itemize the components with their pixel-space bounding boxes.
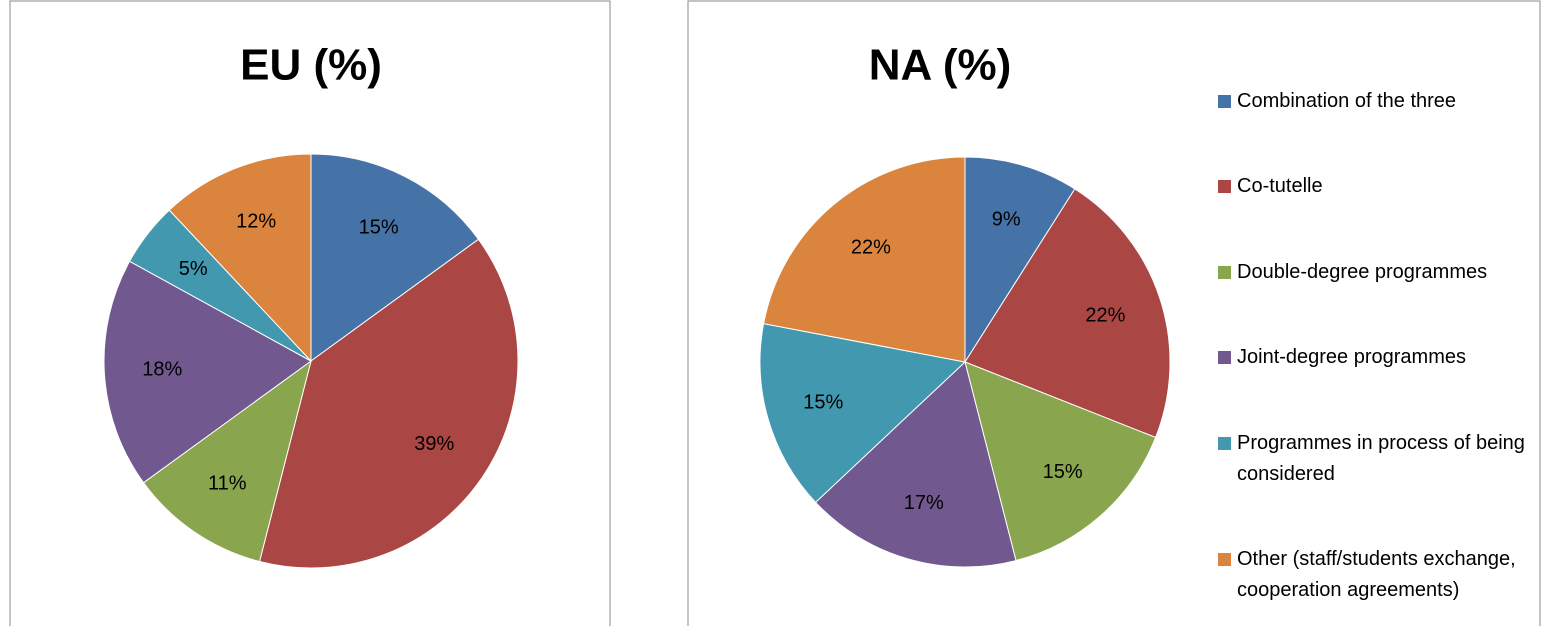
legend-label: Double-degree programmes: [1237, 260, 1488, 283]
pie-slice: [258, 238, 519, 569]
chart-frame: [9, 0, 611, 626]
chart-frame: [687, 0, 1541, 626]
data-label: 15%: [1043, 461, 1083, 483]
data-label: 15%: [803, 391, 843, 413]
legend-entry: Other (staff/students exchange, cooperat…: [1218, 544, 1540, 606]
legend-entry: Double-degree programmes: [1218, 257, 1540, 288]
legend-swatch: [1218, 351, 1231, 365]
legend-swatch: [1218, 265, 1231, 279]
data-label: 39%: [414, 433, 454, 455]
pie-slice: [103, 260, 312, 484]
pie-slice: [964, 156, 1076, 364]
data-label: 11%: [208, 473, 247, 495]
legend-entry: Joint-degree programmes: [1218, 342, 1540, 373]
data-label: 5%: [179, 258, 208, 280]
pie-slice: [964, 188, 1171, 439]
legend-label: Combination of the three: [1237, 90, 1457, 112]
data-label: 12%: [236, 211, 276, 233]
data-label: 18%: [142, 359, 182, 381]
data-label: 22%: [851, 237, 891, 259]
legend-swatch: [1218, 95, 1231, 108]
legend-label: Programmes in process of being considere…: [1237, 431, 1525, 485]
legend-swatch: [1218, 436, 1231, 450]
pie-slice: [964, 361, 1157, 562]
data-label: 9%: [992, 209, 1021, 231]
legend-label: Other (staff/students exchange, cooperat…: [1237, 547, 1516, 601]
legend-label: Joint-degree programmes: [1237, 346, 1466, 369]
pie-slice: [168, 153, 312, 363]
pie-slice: [310, 153, 480, 362]
legend: Combination of the three Co-tutelle Double…: [1218, 86, 1540, 606]
data-label: 15%: [359, 216, 399, 238]
pie-slice: [814, 361, 1017, 568]
legend-swatch: [1218, 180, 1231, 194]
legend-entry: Co-tutelle: [1218, 171, 1540, 202]
pie-slice: [763, 156, 966, 363]
legend-entry: Combination of the three: [1218, 86, 1540, 117]
data-label: 22%: [1085, 305, 1125, 327]
legend-entry: Programmes in process of being considere…: [1218, 428, 1540, 490]
data-label: 17%: [904, 492, 944, 514]
legend-label: Co-tutelle: [1237, 175, 1323, 198]
legend-swatch: [1218, 552, 1231, 566]
pie-slice: [142, 359, 312, 563]
chart-title: NA (%): [869, 41, 1012, 90]
chart-title: EU (%): [240, 41, 382, 90]
pie-slice: [759, 323, 967, 504]
